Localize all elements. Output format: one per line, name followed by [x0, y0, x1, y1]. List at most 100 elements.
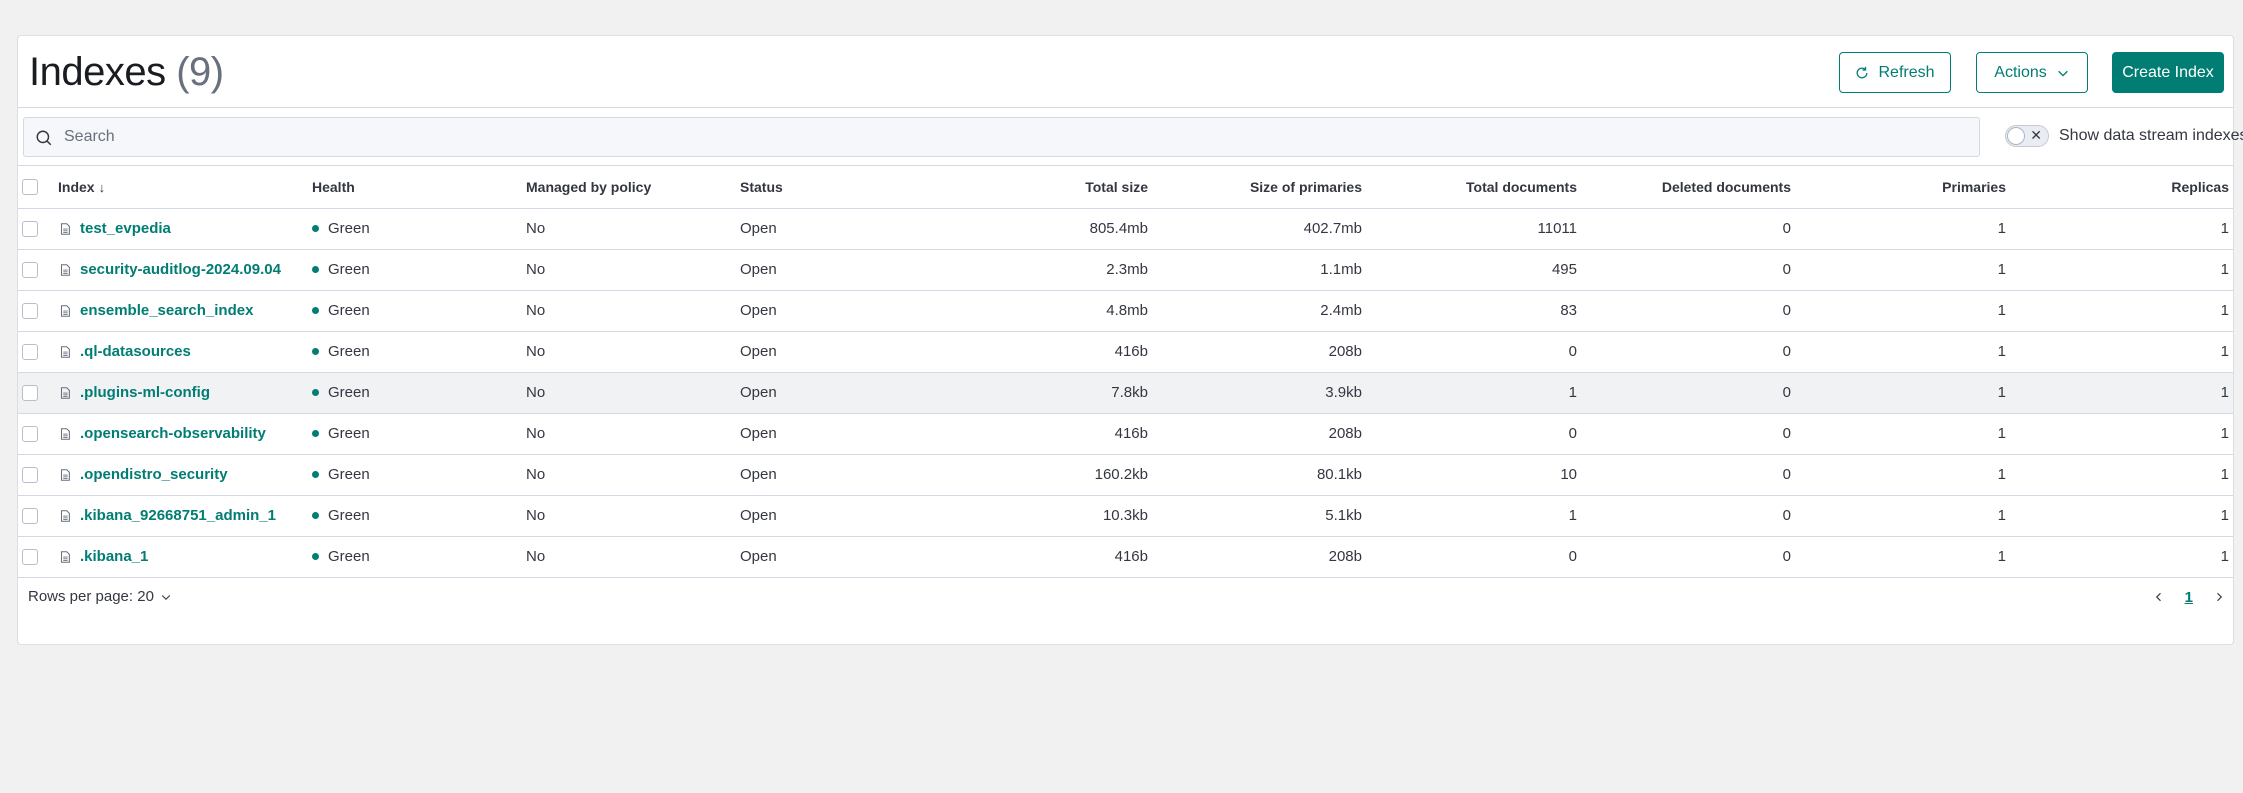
data-stream-toggle[interactable]: ✕: [2005, 125, 2049, 147]
replicas-cell: 1: [2010, 495, 2233, 537]
health-value: Green: [328, 507, 370, 524]
health-dot-icon: [312, 266, 319, 273]
primaries-cell: 1: [1795, 208, 2010, 250]
index-cell: .plugins-ml-config: [54, 372, 308, 414]
actions-button[interactable]: Actions: [1976, 52, 2088, 93]
column-header-health[interactable]: Health: [308, 166, 522, 209]
column-header-label: Total size: [1085, 178, 1148, 195]
index-name-link[interactable]: .kibana_1: [80, 548, 149, 565]
primaries-size-cell: 208b: [1152, 536, 1366, 578]
index-name-link[interactable]: ensemble_search_index: [80, 302, 254, 319]
managed-cell: No: [522, 495, 736, 537]
index-name-link[interactable]: test_evpedia: [80, 220, 171, 237]
primaries-size-cell: 402.7mb: [1152, 208, 1366, 250]
total-documents-cell: 1: [1366, 495, 1581, 537]
primaries-size-cell: 208b: [1152, 331, 1366, 373]
row-checkbox[interactable]: [22, 262, 38, 279]
column-header-total-size[interactable]: Total size: [896, 166, 1152, 209]
status-cell: Open: [736, 495, 896, 537]
primaries-cell: 1: [1795, 290, 2010, 332]
column-header-replicas[interactable]: Replicas: [2010, 166, 2233, 209]
total-size-cell: 4.8mb: [896, 290, 1152, 332]
total-documents-cell: 10: [1366, 454, 1581, 496]
health-cell: Green: [308, 536, 522, 578]
index-cell: .ql-datasources: [54, 331, 308, 373]
primaries-size-cell: 208b: [1152, 413, 1366, 455]
table-body: test_evpedia Green No Open 805.4mb 402.7mb 110…: [18, 208, 2233, 578]
managed-cell: No: [522, 208, 736, 250]
primaries-cell: 1: [1795, 495, 2010, 537]
row-checkbox[interactable]: [22, 426, 38, 443]
toggle-knob: [2007, 127, 2025, 145]
column-header-managed-by-policy[interactable]: Managed by policy: [522, 166, 736, 209]
total-documents-cell: 0: [1366, 413, 1581, 455]
health-cell: Green: [308, 454, 522, 496]
column-header-total-documents[interactable]: Total documents: [1366, 166, 1581, 209]
health-value: Green: [328, 425, 370, 442]
health-dot-icon: [312, 389, 319, 396]
primaries-cell: 1: [1795, 331, 2010, 373]
row-checkbox[interactable]: [22, 385, 38, 402]
row-checkbox[interactable]: [22, 344, 38, 361]
primaries-size-cell: 2.4mb: [1152, 290, 1366, 332]
row-checkbox[interactable]: [22, 303, 38, 320]
row-checkbox[interactable]: [22, 467, 38, 484]
index-name-link[interactable]: .opensearch-observability: [80, 425, 266, 442]
index-name-link[interactable]: .ql-datasources: [80, 343, 191, 360]
refresh-button[interactable]: Refresh: [1839, 52, 1951, 93]
refresh-icon: [1857, 66, 1868, 78]
column-header-size-of-primaries[interactable]: Size of primaries: [1152, 166, 1366, 209]
replicas-cell: 1: [2010, 290, 2233, 332]
index-name-link[interactable]: security-auditlog-2024.09.04: [80, 261, 281, 278]
index-cell: ensemble_search_index: [54, 290, 308, 332]
status-cell: Open: [736, 208, 896, 250]
column-header-status[interactable]: Status: [736, 166, 896, 209]
managed-cell: No: [522, 331, 736, 373]
column-header-label: Total documents: [1466, 178, 1577, 195]
status-cell: Open: [736, 331, 896, 373]
row-select-cell: [18, 454, 54, 496]
total-documents-cell: 11011: [1366, 208, 1581, 250]
status-cell: Open: [736, 290, 896, 332]
deleted-documents-cell: 0: [1581, 454, 1795, 496]
index-cell: .opendistro_security: [54, 454, 308, 496]
column-header-label: Status: [740, 178, 783, 195]
create-index-button[interactable]: Create Index: [2112, 52, 2224, 93]
table-row: .kibana_1 Green No Open 416b 208b 0 0 1 1: [18, 536, 2233, 578]
index-name-link[interactable]: .plugins-ml-config: [80, 384, 210, 401]
health-cell: Green: [308, 249, 522, 291]
status-cell: Open: [736, 413, 896, 455]
index-cell: .opensearch-observability: [54, 413, 308, 455]
rows-per-page-button[interactable]: Rows per page: 20: [28, 588, 172, 605]
table-row: security-auditlog-2024.09.04 Green No Open 2…: [18, 249, 2233, 291]
row-checkbox[interactable]: [22, 549, 38, 566]
page-1-button[interactable]: 1: [2184, 588, 2193, 606]
search-row: ✕ Show data stream indexes: [18, 108, 2243, 166]
health-cell: Green: [308, 208, 522, 250]
column-header-primaries[interactable]: Primaries: [1795, 166, 2010, 209]
column-header-index[interactable]: Index ↓: [54, 166, 308, 209]
health-value: Green: [328, 302, 370, 319]
total-documents-cell: 1: [1366, 372, 1581, 414]
index-name-link[interactable]: .opendistro_security: [80, 466, 228, 483]
next-page-button[interactable]: [2211, 586, 2227, 608]
managed-cell: No: [522, 536, 736, 578]
column-header-label: Managed by policy: [526, 178, 652, 195]
column-header-deleted-documents[interactable]: Deleted documents: [1581, 166, 1795, 209]
status-cell: Open: [736, 454, 896, 496]
replicas-cell: 1: [2010, 208, 2233, 250]
select-all-checkbox[interactable]: [22, 179, 38, 196]
total-size-cell: 7.8kb: [896, 372, 1152, 414]
health-value: Green: [328, 343, 370, 360]
table-header-row: Index ↓ Health Managed by policy Status T…: [18, 166, 2233, 209]
table-row: .ql-datasources Green No Open 416b 208b 0 0 1 1: [18, 331, 2233, 373]
managed-cell: No: [522, 454, 736, 496]
data-stream-toggle-label: Show data stream indexes: [2059, 127, 2243, 144]
previous-page-button[interactable]: [2151, 586, 2167, 608]
search-icon: [36, 130, 52, 146]
row-checkbox[interactable]: [22, 508, 38, 525]
row-select-cell: [18, 372, 54, 414]
row-checkbox[interactable]: [22, 221, 38, 238]
search-input[interactable]: [64, 118, 1964, 156]
index-name-link[interactable]: .kibana_92668751_admin_1: [80, 507, 276, 524]
